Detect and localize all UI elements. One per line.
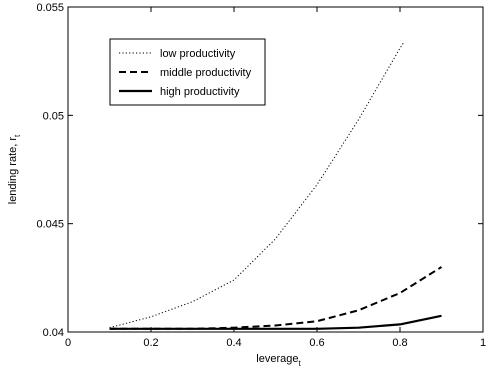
legend-label: middle productivity — [160, 67, 252, 79]
legend-label: low productivity — [160, 48, 236, 60]
y-axis-label: lending rate, rt — [7, 134, 22, 204]
y-tick-label: 0.045 — [36, 219, 64, 231]
series-line-dashed — [109, 266, 443, 330]
x-tick-label: 0 — [65, 337, 71, 349]
x-tick-label: 0.6 — [309, 337, 324, 349]
series-line-solid — [109, 314, 442, 330]
x-axis-label: leveraget — [256, 353, 301, 368]
x-tick-label: 0.4 — [226, 337, 241, 349]
x-axis-label-main: leverage — [256, 353, 298, 365]
y-axis-label-main: lending rate, r — [7, 137, 19, 205]
x-tick-label: 0.8 — [392, 337, 407, 349]
legend: low productivity middle productivity high … — [109, 38, 266, 106]
x-tick-label: 1 — [480, 337, 486, 349]
y-tick-label: 0.04 — [43, 327, 64, 339]
axis-ticks: 0 0.2 0.4 0.6 0.8 1 0.04 0.045 0.05 0.055 — [36, 2, 486, 349]
x-tick-label: 0.2 — [143, 337, 158, 349]
y-tick-label: 0.055 — [36, 2, 64, 14]
series-lines — [109, 41, 443, 330]
legend-label: high productivity — [160, 86, 240, 98]
y-tick-label: 0.05 — [43, 110, 64, 122]
axes-frame — [67, 6, 484, 333]
y-axis-label-subscript: t — [13, 134, 22, 137]
x-axis-label-subscript: t — [298, 359, 301, 368]
